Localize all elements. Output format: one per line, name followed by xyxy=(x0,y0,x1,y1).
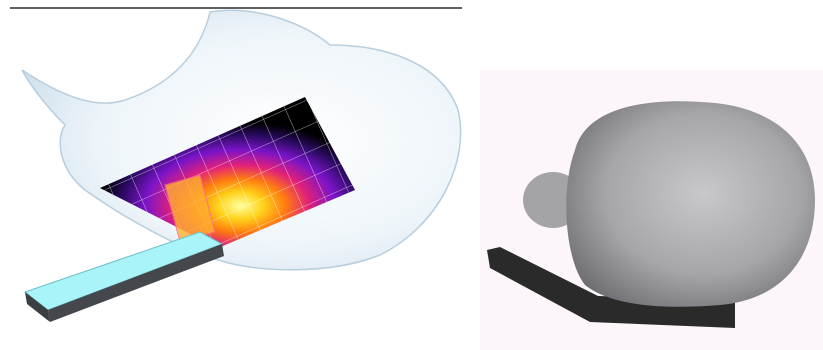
antenna-dark xyxy=(487,247,735,328)
head-model xyxy=(566,101,815,307)
antenna-top xyxy=(23,231,224,311)
antenna-side xyxy=(25,292,50,322)
phone-body xyxy=(164,174,216,243)
sar-grid xyxy=(100,97,355,248)
antenna-front xyxy=(48,244,224,322)
